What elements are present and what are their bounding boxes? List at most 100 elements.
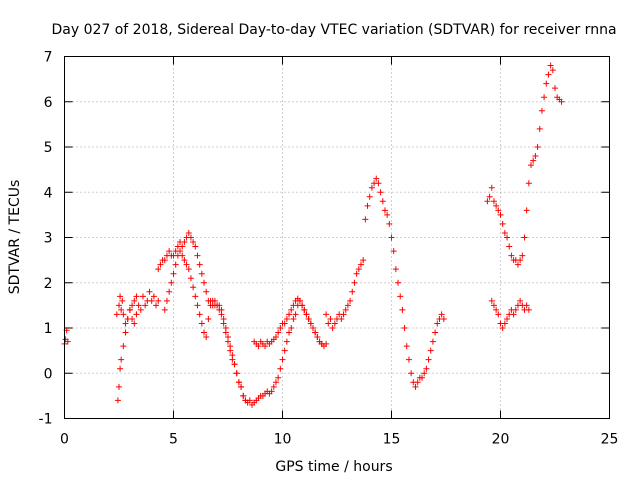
data-point (547, 62, 554, 69)
data-point (166, 288, 173, 295)
series-seg-h (362, 175, 447, 390)
data-point (118, 356, 125, 363)
data-point (133, 311, 140, 318)
x-axis-label: GPS time / hours (275, 459, 392, 475)
data-point (521, 234, 528, 241)
data-point (119, 297, 126, 304)
data-point (525, 180, 532, 187)
data-point (364, 202, 371, 209)
data-point (331, 320, 338, 327)
data-point (181, 239, 188, 246)
data-point (161, 306, 168, 313)
data-point (536, 125, 543, 132)
data-point (543, 80, 550, 87)
series-seg-f (251, 295, 330, 350)
data-point (506, 243, 513, 250)
data-point (301, 306, 308, 313)
data-point (177, 248, 184, 255)
data-point (122, 329, 129, 336)
data-point (120, 311, 127, 318)
y-tick-label: 3 (44, 231, 53, 247)
grid-lines (64, 56, 610, 419)
data-point (310, 325, 317, 331)
data-point (290, 302, 297, 309)
data-point (207, 302, 214, 309)
data-point (368, 184, 375, 191)
data-point (288, 306, 295, 313)
data-point (129, 302, 136, 309)
data-point (242, 397, 249, 404)
data-point (198, 270, 205, 277)
data-point (233, 370, 240, 377)
data-point (534, 144, 541, 150)
data-point (299, 302, 306, 309)
data-point (419, 374, 426, 381)
data-point (194, 302, 201, 309)
data-point (490, 198, 497, 205)
data-point (185, 266, 192, 273)
data-point (362, 216, 369, 223)
data-point (124, 315, 131, 322)
data-point (392, 266, 399, 273)
data-point (388, 234, 395, 241)
data-point (270, 383, 277, 390)
data-point (114, 397, 121, 404)
x-tick-label: 5 (169, 432, 178, 448)
data-point (192, 293, 199, 300)
data-point (137, 306, 144, 313)
x-tick-label: 20 (492, 432, 510, 448)
data-point (218, 306, 225, 313)
data-point (349, 288, 356, 295)
data-point (499, 220, 506, 227)
data-point (166, 248, 173, 255)
data-point (142, 302, 149, 309)
data-point (405, 356, 412, 363)
data-point (325, 320, 332, 327)
data-point (272, 334, 279, 341)
data-point (220, 315, 227, 322)
data-point (179, 243, 186, 250)
x-tick-label: 10 (274, 432, 292, 448)
data-point (432, 329, 439, 336)
data-point (486, 193, 493, 200)
data-point (277, 365, 284, 372)
data-point (131, 297, 138, 304)
data-point (360, 257, 367, 264)
data-point (277, 325, 284, 331)
data-point (229, 352, 236, 359)
data-point (183, 261, 190, 268)
data-point (514, 261, 521, 268)
y-tick-label: 4 (44, 185, 53, 201)
data-point (523, 207, 530, 214)
data-point (386, 220, 393, 227)
series-seg-a (61, 327, 71, 347)
data-point (307, 320, 314, 327)
data-point (303, 311, 310, 318)
data-point (286, 311, 293, 318)
data-point (187, 275, 194, 282)
data-point (549, 67, 556, 74)
data-point (390, 248, 397, 255)
data-point (275, 329, 282, 336)
data-point (116, 383, 122, 390)
data-point (118, 306, 125, 313)
data-point (403, 343, 410, 350)
data-point (272, 379, 279, 386)
data-point (227, 343, 234, 350)
data-point (438, 311, 445, 318)
data-point (235, 379, 242, 386)
data-point (153, 302, 160, 309)
data-point (493, 306, 500, 313)
data-point (340, 311, 347, 318)
data-point (427, 347, 434, 354)
data-point (495, 311, 502, 318)
data-point (283, 315, 290, 322)
y-tick-label: 5 (44, 140, 53, 156)
data-point (64, 338, 71, 345)
data-point (373, 175, 380, 182)
data-point (421, 370, 428, 377)
data-point (170, 270, 177, 277)
data-point (150, 293, 157, 300)
series-seg-c (114, 293, 140, 404)
data-point (281, 320, 288, 327)
